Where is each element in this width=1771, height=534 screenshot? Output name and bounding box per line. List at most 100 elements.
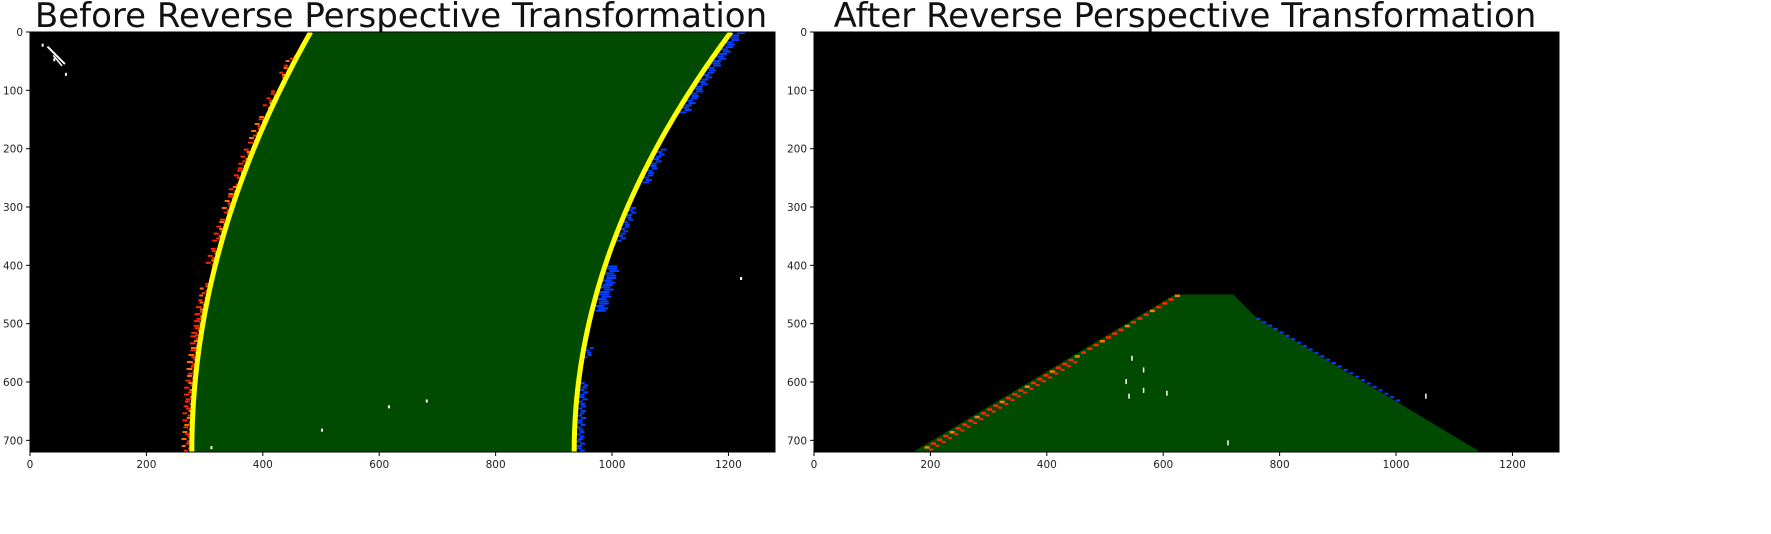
y-tick: 600 [787, 377, 814, 389]
noise-speck [64, 72, 67, 76]
left-lane-pixel [281, 74, 286, 76]
right-lane-pixel [655, 155, 662, 158]
left-lane-pixel [183, 449, 188, 452]
y-tick: 500 [3, 319, 30, 331]
noise-speck [210, 446, 213, 450]
x-tick-label: 800 [1270, 459, 1290, 471]
y-tick: 300 [787, 202, 814, 214]
right-lane-pixel [1320, 355, 1325, 358]
y-tick: 500 [787, 319, 814, 331]
left-lane-pixel [186, 440, 191, 443]
right-lane-pixel [576, 426, 582, 429]
y-tick-label: 300 [3, 202, 23, 214]
right-lane-pixel [731, 39, 740, 41]
right-lane-pixel [722, 50, 731, 53]
noise-speck [1142, 367, 1145, 373]
right-lane-pixel [624, 225, 630, 228]
x-tick: 400 [253, 452, 273, 471]
left-lane-pixel [1041, 380, 1046, 383]
left-lane-pixel [182, 419, 188, 422]
right-lane-pixel [581, 417, 587, 419]
left-lane-pixel [199, 287, 204, 290]
left-lane-pixel [1049, 370, 1055, 373]
left-lane-pixel [974, 415, 980, 419]
left-lane-pixel [237, 169, 243, 172]
right-lane-pixel [595, 309, 606, 312]
right-lane-pixel [736, 32, 745, 34]
left-lane-pixel [188, 391, 194, 394]
left-lane-pixel [187, 372, 193, 375]
right-lane-pixel [1308, 348, 1313, 351]
left-lane-pixel [1012, 393, 1018, 396]
left-lane-pixel [199, 301, 204, 304]
left-lane-pixel [201, 292, 206, 295]
right-lane-pixel [620, 232, 626, 235]
left-lane-pixel [284, 64, 289, 67]
left-lane-pixel [285, 60, 290, 62]
left-lane-pixel [1066, 365, 1071, 368]
x-tick: 0 [811, 452, 817, 471]
right-lane-pixel [606, 277, 617, 279]
right-lane-pixel [716, 55, 725, 58]
left-lane-pixel [1137, 317, 1143, 320]
noise-speck [41, 43, 44, 47]
y-tick-label: 500 [3, 319, 23, 331]
left-lane-pixel [254, 123, 260, 125]
y-tick-label: 100 [787, 85, 807, 97]
right-lane-pixel [701, 78, 709, 81]
right-lane-pixel [718, 57, 727, 60]
right-lane-pixel [718, 53, 727, 55]
noise-speck [1142, 387, 1145, 393]
y-tick-label: 100 [3, 85, 23, 97]
x-tick-label: 200 [136, 459, 156, 471]
x-tick: 1000 [1383, 452, 1409, 471]
right-lane-pixel [660, 148, 667, 151]
right-lane-pixel [580, 442, 586, 445]
noise-speck [321, 428, 324, 432]
left-lane-pixel [233, 174, 239, 177]
right-lane-pixel [1396, 399, 1401, 402]
left-lane-pixel [258, 118, 264, 121]
right-lane-pixel [1273, 328, 1278, 331]
left-lane-pixel [195, 334, 202, 337]
left-lane-pixel [1068, 358, 1074, 362]
left-lane-pixel [1073, 361, 1078, 364]
left-lane-pixel [246, 151, 252, 153]
left-lane-pixel [198, 299, 203, 302]
right-lane-pixel [647, 174, 654, 177]
left-lane-pixel [1149, 309, 1155, 313]
right-lane-pixel [585, 349, 590, 352]
right-lane-pixel [646, 169, 653, 172]
right-lane-pixel [696, 90, 704, 93]
right-lane-pixel [712, 62, 721, 65]
left-lane-pixel [236, 176, 242, 179]
right-lane-pixel [617, 235, 623, 237]
right-lane-pixel [698, 81, 706, 83]
noise-speck [1227, 440, 1229, 446]
x-tick: 600 [369, 452, 389, 471]
right-lane-pixel [720, 48, 729, 51]
left-lane-pixel [991, 410, 996, 413]
right-lane-pixel [1297, 341, 1302, 344]
y-tick-label: 200 [3, 144, 23, 156]
right-lane-pixel [642, 181, 649, 184]
noise-speck [46, 45, 66, 65]
left-lane-pixel [240, 155, 246, 158]
noise-speck [53, 58, 56, 62]
left-lane-pixel [221, 207, 227, 209]
left-lane-pixel [1168, 298, 1174, 301]
x-tick-label: 600 [1153, 459, 1173, 471]
left-lane-pixel [232, 186, 238, 188]
left-lane-pixel [220, 218, 226, 221]
right-lane-pixel [616, 239, 622, 242]
right-lane-pixel [620, 228, 626, 230]
right-lane-pixel [623, 230, 629, 233]
lane-area [191, 32, 732, 452]
right-lane-pixel [577, 421, 583, 424]
left-lane-pixel [183, 426, 189, 429]
left-lane-pixel [185, 442, 190, 445]
right-lane-pixel [708, 69, 716, 72]
left-lane-pixel [228, 193, 234, 195]
right-lane-pixel [631, 207, 637, 209]
